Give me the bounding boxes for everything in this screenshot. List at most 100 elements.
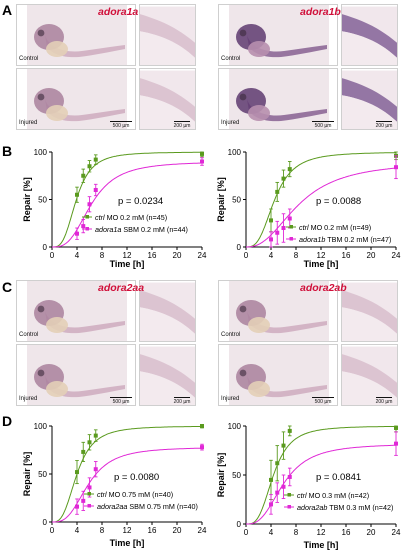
y-tick-label: 50 xyxy=(38,470,47,479)
data-point-series-2 xyxy=(93,467,98,472)
y-tick-label: 100 xyxy=(228,422,242,431)
p-value-label: p = 0.0088 xyxy=(316,196,361,207)
x-axis-label: Time [h] xyxy=(304,259,339,269)
data-point-series-1 xyxy=(93,433,98,438)
y-axis-label: Repair [%] xyxy=(216,177,226,222)
fit-curve-series-2 xyxy=(246,444,396,525)
gene-label: adora1a xyxy=(98,6,139,18)
legend-marker-2 xyxy=(87,504,91,508)
data-point-series-2 xyxy=(281,484,286,489)
x-tick-label: 16 xyxy=(342,528,351,537)
x-tick-label: 24 xyxy=(198,526,207,535)
y-tick-label: 50 xyxy=(232,471,241,480)
larva-image-control xyxy=(16,280,136,342)
legend-label-2: adora1b TBM 0.2 mM (n=47) xyxy=(299,235,391,244)
x-tick-label: 8 xyxy=(294,528,299,537)
tail-zoom-image-injured xyxy=(341,344,398,406)
data-point-series-2 xyxy=(87,485,92,490)
y-tick-label: 0 xyxy=(43,518,48,527)
scale-label-zoom: 200 µm xyxy=(375,399,393,405)
panel-letter-b: B xyxy=(2,143,13,159)
scale-bar-wide xyxy=(110,121,132,122)
data-point-series-2 xyxy=(281,226,286,230)
data-point-series-1 xyxy=(75,192,79,197)
x-tick-label: 16 xyxy=(148,526,157,535)
data-point-series-1 xyxy=(200,151,204,156)
x-axis-label: Time [h] xyxy=(110,538,145,548)
condition-label-injured: Injured xyxy=(221,396,240,402)
y-tick-label: 50 xyxy=(38,196,47,205)
x-tick-label: 8 xyxy=(294,251,299,260)
larva-image-control xyxy=(218,4,338,66)
data-point-series-1 xyxy=(269,218,273,223)
gene-label: adora2aa xyxy=(98,282,145,294)
legend-marker-2 xyxy=(289,237,293,241)
condition-label-control: Control xyxy=(221,332,241,338)
data-point-series-1 xyxy=(275,189,280,194)
data-point-series-1 xyxy=(281,176,286,181)
legend-marker-2 xyxy=(85,227,89,231)
condition-label-control: Control xyxy=(221,56,241,62)
y-axis-label: Repair [%] xyxy=(22,177,32,222)
data-point-series-2 xyxy=(200,159,204,164)
legend-label-2: adora2aa SBM 0.75 mM (n=40) xyxy=(97,502,198,511)
data-point-series-2 xyxy=(75,231,79,236)
data-point-series-2 xyxy=(75,504,79,509)
x-tick-label: 8 xyxy=(100,526,105,535)
x-tick-label: 24 xyxy=(392,251,401,260)
x-tick-label: 8 xyxy=(100,251,105,260)
x-tick-label: 4 xyxy=(75,526,80,535)
scale-label-zoom: 200 µm xyxy=(375,123,393,129)
x-tick-label: 20 xyxy=(367,528,376,537)
legend-label-1: ctrl MO 0.75 mM (n=40) xyxy=(97,490,173,499)
y-tick-label: 100 xyxy=(34,422,48,431)
data-point-series-1 xyxy=(93,157,98,162)
data-point-series-1 xyxy=(87,440,92,445)
scale-label-wide: 500 µm xyxy=(112,399,130,405)
gene-label: adora1b xyxy=(300,6,341,18)
data-point-series-2 xyxy=(275,230,280,235)
scale-label-wide: 500 µm xyxy=(314,399,332,405)
data-point-series-1 xyxy=(200,424,204,428)
data-point-series-1 xyxy=(81,173,86,178)
chart-repair-adora2aa: 0 4 8 12 16 20 24 0 50 100 Time [h] Repair [%] p = 0… xyxy=(22,422,207,548)
x-tick-label: 0 xyxy=(244,528,249,537)
x-tick-label: 20 xyxy=(367,251,376,260)
x-tick-label: 4 xyxy=(269,528,274,537)
p-value-label: p = 0.0234 xyxy=(118,196,163,207)
condition-label-control: Control xyxy=(19,332,39,338)
data-point-series-1 xyxy=(269,477,273,482)
scale-bar-zoom xyxy=(174,121,190,122)
x-tick-label: 24 xyxy=(392,528,401,537)
x-tick-label: 0 xyxy=(244,251,249,260)
scale-bar-wide xyxy=(110,397,132,398)
x-tick-label: 12 xyxy=(123,251,132,260)
data-point-series-2 xyxy=(275,490,280,495)
panel-letter-a: A xyxy=(2,2,13,18)
larva-image-injured xyxy=(218,344,338,406)
y-axis-label: Repair [%] xyxy=(216,453,226,498)
x-tick-label: 0 xyxy=(50,526,55,535)
data-point-series-1 xyxy=(75,470,79,475)
data-point-series-1 xyxy=(81,449,86,454)
data-point-series-1 xyxy=(87,164,92,169)
condition-label-control: Control xyxy=(19,56,39,62)
tail-zoom-image-injured xyxy=(341,68,398,130)
p-value-label: p = 0.0841 xyxy=(316,472,361,483)
larva-image-control xyxy=(218,280,338,342)
chart-repair-adora1a: 0 4 8 12 16 20 24 0 50 100 Time [h] Repair [%] p = 0… xyxy=(22,148,207,269)
legend-label-2: adora1a SBM 0.2 mM (n=44) xyxy=(95,225,188,234)
condition-label-injured: Injured xyxy=(221,120,240,126)
legend-marker-2 xyxy=(287,505,291,509)
legend-label-2: adora2ab TBM 0.3 mM (n=42) xyxy=(297,503,393,512)
larva-image-injured xyxy=(16,344,136,406)
scale-bar-zoom xyxy=(376,121,392,122)
larva-image-control xyxy=(16,4,136,66)
y-tick-label: 100 xyxy=(228,148,242,157)
y-tick-label: 0 xyxy=(43,243,48,252)
scale-bar-zoom xyxy=(376,397,392,398)
x-tick-label: 24 xyxy=(198,251,207,260)
legend-marker-1 xyxy=(87,492,91,496)
condition-label-injured: Injured xyxy=(19,396,38,402)
data-point-series-2 xyxy=(287,474,292,479)
